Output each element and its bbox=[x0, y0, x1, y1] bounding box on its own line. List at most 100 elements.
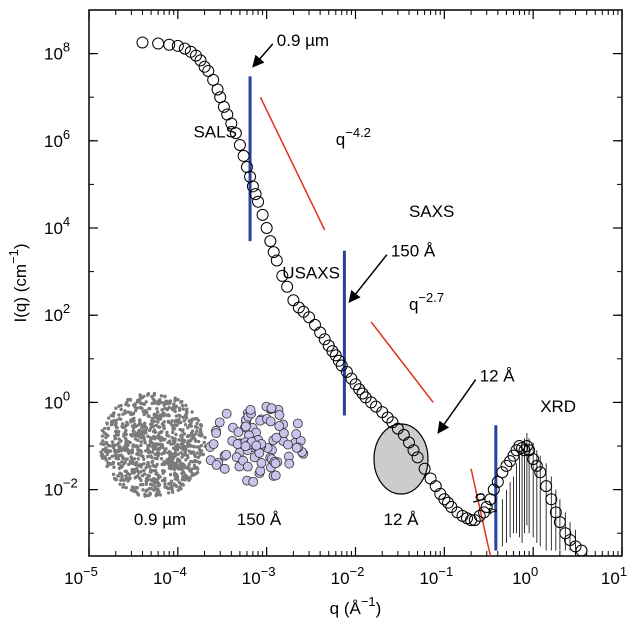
data-point bbox=[256, 208, 269, 221]
particle-dot bbox=[163, 450, 167, 455]
particle-dot bbox=[202, 440, 206, 445]
aggregate-sphere bbox=[291, 442, 302, 453]
particle-dot bbox=[180, 477, 185, 482]
particle-dot bbox=[179, 461, 183, 466]
particle-dot bbox=[155, 451, 160, 455]
aggregate-sphere bbox=[245, 404, 256, 415]
particle-dot bbox=[127, 462, 131, 467]
aggregate-sphere bbox=[270, 470, 281, 481]
particle-dot bbox=[181, 466, 186, 470]
particle-dot bbox=[148, 470, 153, 474]
annotation-lines bbox=[248, 43, 498, 557]
particle-dot bbox=[173, 398, 177, 403]
data-point bbox=[365, 396, 378, 409]
particle-dot bbox=[153, 399, 157, 403]
particle-dot bbox=[135, 406, 139, 410]
data-point bbox=[281, 280, 294, 293]
particle-dot bbox=[195, 466, 199, 470]
particle-dot bbox=[118, 445, 122, 449]
data-point bbox=[381, 411, 394, 424]
data-point bbox=[411, 451, 424, 464]
particle-dot bbox=[126, 449, 131, 454]
particle-dot bbox=[124, 438, 128, 442]
data-point bbox=[264, 235, 277, 248]
data-point bbox=[478, 506, 491, 519]
particle-dot bbox=[153, 456, 158, 461]
particle-dot bbox=[181, 474, 185, 479]
particle-dot bbox=[173, 409, 177, 414]
particle-dot bbox=[132, 457, 137, 461]
particle-dot bbox=[170, 436, 174, 440]
particle-dot bbox=[160, 452, 164, 456]
particle-dot bbox=[170, 430, 175, 435]
particle-dot bbox=[153, 478, 158, 482]
particle-dot bbox=[126, 443, 130, 447]
data-point bbox=[152, 37, 165, 50]
particle-dot bbox=[150, 450, 155, 454]
particle-dot bbox=[124, 474, 128, 478]
data-point bbox=[225, 117, 238, 130]
particle-dot bbox=[144, 480, 149, 484]
particle-dot bbox=[155, 462, 159, 467]
data-point bbox=[194, 54, 207, 67]
aggregate-sphere bbox=[274, 421, 285, 431]
particle-dot bbox=[144, 489, 148, 493]
particle-dot bbox=[194, 445, 199, 449]
particle-dot bbox=[169, 479, 174, 483]
particle-dot bbox=[102, 426, 107, 431]
aggregate-sphere bbox=[271, 432, 282, 443]
particle-dot bbox=[190, 429, 195, 433]
particle-dot bbox=[157, 447, 162, 451]
particle-dot bbox=[138, 398, 142, 402]
particle-dot bbox=[174, 414, 179, 418]
particle-dot bbox=[144, 465, 148, 470]
particle-dot bbox=[167, 466, 172, 470]
particle-dot bbox=[174, 484, 179, 488]
x-tick-label: 10−1 bbox=[419, 564, 453, 588]
particle-dot bbox=[170, 489, 175, 494]
particle-dot bbox=[172, 402, 176, 406]
particle-dot bbox=[150, 419, 154, 423]
particle-dot bbox=[170, 485, 174, 489]
error-bars bbox=[501, 432, 576, 551]
particle-dot bbox=[116, 433, 121, 437]
particle-dot bbox=[130, 433, 135, 438]
particle-dot bbox=[130, 418, 134, 422]
aggregate-sphere bbox=[208, 439, 219, 450]
particle-dot bbox=[161, 438, 166, 442]
aggregate-sphere bbox=[270, 458, 281, 469]
size-arrow bbox=[252, 43, 274, 68]
aggregate-sphere bbox=[211, 428, 222, 438]
particle-dot bbox=[130, 424, 135, 428]
particle-dot bbox=[119, 449, 124, 453]
particle-dot bbox=[156, 489, 160, 493]
data-point bbox=[178, 42, 191, 55]
particle-dot bbox=[152, 435, 156, 439]
particle-dot bbox=[148, 465, 152, 469]
size-label: 12 Å bbox=[480, 367, 516, 386]
particle-dot bbox=[155, 417, 160, 421]
particle-dot bbox=[175, 463, 179, 467]
data-point bbox=[136, 36, 149, 49]
particle-dot bbox=[157, 483, 162, 487]
particle-dot bbox=[152, 419, 157, 424]
particle-dot bbox=[192, 435, 196, 439]
particle-dot bbox=[149, 486, 154, 491]
slope-label: q−4 bbox=[471, 489, 500, 519]
particle-dot bbox=[179, 446, 184, 450]
particle-dot bbox=[172, 404, 176, 409]
particle-dot bbox=[172, 467, 177, 471]
particle-dot bbox=[121, 412, 125, 416]
particle-dot bbox=[188, 419, 192, 423]
particle-dot bbox=[126, 403, 131, 408]
particle-dot bbox=[154, 472, 158, 476]
particle-dot bbox=[198, 460, 202, 464]
particle-dot bbox=[100, 428, 105, 433]
particle-dot bbox=[163, 485, 167, 489]
particle-dot bbox=[184, 403, 188, 407]
particle-dot bbox=[183, 478, 187, 482]
aggregate-sphere bbox=[233, 427, 244, 438]
particle-dot bbox=[156, 420, 160, 424]
particle-dot bbox=[106, 427, 111, 431]
data-point bbox=[303, 311, 316, 324]
